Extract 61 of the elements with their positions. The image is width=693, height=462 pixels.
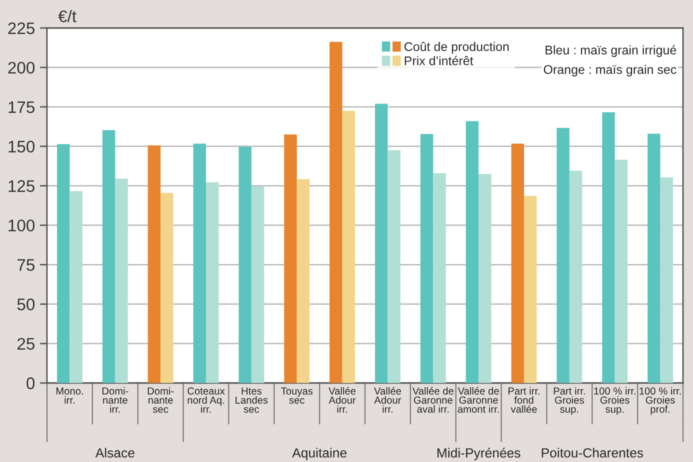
bar: [556, 128, 570, 383]
bar: [420, 134, 434, 383]
y-tick-label: 100: [8, 220, 35, 232]
y-tick-label: 150: [8, 140, 35, 153]
bar: [569, 170, 582, 383]
bar: [206, 182, 219, 383]
x-tick-label: Vallée Adour irr.: [328, 387, 356, 413]
x-tick-label: 100 % irr. Groies sup.: [594, 387, 636, 415]
text: Midi-Pyrénées: [437, 448, 520, 460]
bar: [56, 144, 70, 383]
x-tick-label: 100 % irr. Groies prof.: [640, 387, 681, 415]
bar: [330, 42, 342, 383]
bar: [388, 150, 400, 383]
x-tick-label: Coteaux nord Aq. irr.: [188, 387, 225, 413]
bar: [251, 186, 264, 383]
bar: [160, 192, 174, 383]
bar: [342, 110, 356, 383]
bar: [433, 173, 446, 383]
y-tick-label: 75: [18, 259, 34, 271]
bar: [660, 177, 674, 383]
x-tick-label: Domi- nante sec: [148, 387, 174, 413]
y-tick-label: 50: [17, 298, 35, 310]
bar: [70, 191, 82, 383]
bar: [511, 144, 524, 383]
text: Aquitaine: [292, 448, 346, 460]
y-tick-label: 175: [8, 101, 34, 114]
y-tick-label: 200: [8, 62, 35, 74]
bar: [102, 130, 116, 383]
bar: [466, 121, 479, 383]
bar: [148, 145, 161, 383]
bar: [614, 160, 628, 383]
y-axis-title: €/t: [58, 10, 76, 22]
annotation: Orange : maïs grain sec: [544, 64, 676, 76]
bar: [478, 174, 492, 383]
y-tick-label: 125: [8, 180, 34, 192]
bar: [284, 134, 297, 383]
bar: [602, 112, 615, 383]
y-tick-label: 0: [26, 377, 35, 390]
x-tick-label: Mono. irr.: [56, 388, 83, 404]
x-tick-label: Domi- nante irr.: [102, 387, 128, 413]
y-tick-label: 225: [8, 22, 34, 34]
bar: [648, 134, 660, 383]
x-tick-label: Part irr. Groies sup.: [554, 387, 585, 415]
bar: [115, 178, 128, 383]
legend-label: Prix d’intérêt: [404, 56, 474, 66]
x-tick-label: Touyas sec: [281, 388, 313, 404]
legend-label: Coût de production: [404, 42, 509, 54]
x-tick-label: Vallée de Garonne aval irr.: [412, 387, 454, 413]
bar: [193, 144, 206, 383]
bar: [296, 179, 310, 383]
bar: [238, 146, 252, 383]
x-tick-label: Htes Landes sec: [236, 388, 268, 413]
annotation: Bleu : maïs grain irrigué: [546, 45, 676, 57]
bar: [524, 196, 537, 383]
text: Alsace: [95, 448, 134, 458]
y-tick-label: 25: [17, 338, 34, 350]
x-tick-label: Vallée Adour irr.: [374, 387, 402, 413]
text: Poitou-Charentes: [542, 448, 644, 458]
x-tick-label: Vallée de Garonne amont irr.: [458, 387, 499, 413]
x-tick-label: Part irr. fond vallée: [508, 387, 540, 413]
bar: [374, 104, 388, 383]
